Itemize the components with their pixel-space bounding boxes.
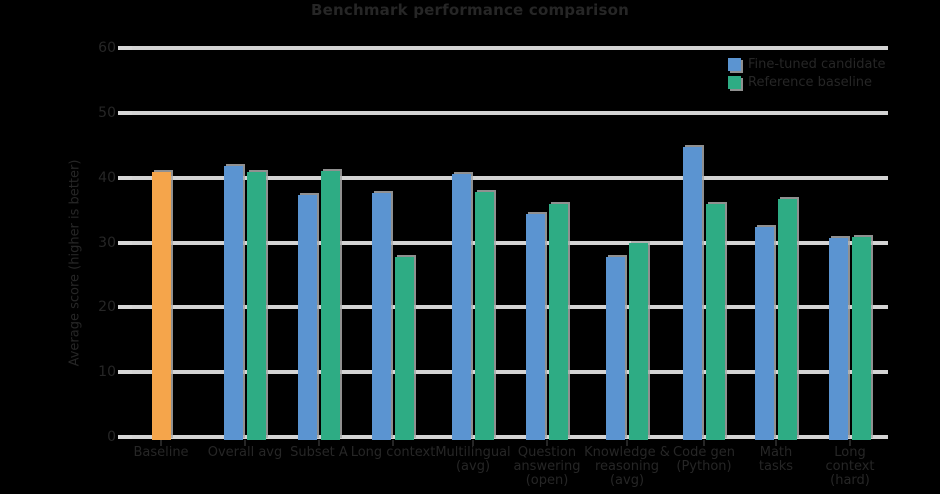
gridline [128, 46, 888, 51]
x-axis-tick [849, 440, 851, 446]
y-tick-label: 30 [98, 234, 116, 251]
bar-fine-tuned-candidate [224, 165, 243, 440]
x-tick-label: Knowledge & reasoning (avg) [584, 445, 670, 488]
bar-reference-baseline [852, 237, 871, 440]
bar-baseline [151, 172, 171, 440]
bar-reference-baseline [475, 192, 494, 440]
bar-reference-baseline [778, 198, 797, 440]
bar-reference-baseline [321, 171, 340, 440]
legend-label-green: Reference baseline [748, 75, 873, 90]
bar-fine-tuned-candidate [755, 226, 774, 440]
x-tick-label: Overall avg [207, 445, 283, 460]
y-axis-tick [118, 46, 132, 51]
legend: Fine-tuned candidate Reference baseline [728, 57, 886, 90]
gridline [128, 175, 888, 180]
x-axis-tick [775, 440, 777, 446]
x-tick-label: Long context (hard) [825, 445, 875, 488]
x-tick-label: Question answering (open) [513, 445, 581, 488]
y-tick-label: 50 [98, 105, 116, 121]
bar-reference-baseline [395, 256, 414, 440]
gridline [128, 305, 888, 310]
bar-reference-baseline [247, 171, 266, 440]
bar-fine-tuned-candidate [372, 193, 391, 440]
x-axis-tick [160, 440, 162, 446]
chart-title: Benchmark performance comparison [311, 1, 629, 19]
bar-fine-tuned-candidate [683, 147, 702, 440]
legend-swatch-green-icon [728, 76, 741, 89]
x-tick-label: Code gen (Python) [673, 445, 735, 474]
x-axis-tick [472, 440, 474, 446]
x-axis-tick [244, 440, 246, 446]
legend-label-blue: Fine-tuned candidate [748, 57, 886, 72]
bar-fine-tuned-candidate [452, 174, 471, 440]
x-tick-label: Subset A [290, 445, 348, 460]
y-tick-label: 10 [98, 364, 116, 381]
bar-reference-baseline [706, 204, 725, 440]
y-axis-tick [118, 240, 132, 245]
gridline [128, 111, 888, 115]
x-tick-label: Math tasks [758, 445, 794, 474]
x-axis-tick [626, 440, 628, 446]
y-axis-tick [118, 370, 132, 375]
y-axis-tick [118, 305, 132, 310]
legend-item-green: Reference baseline [728, 75, 886, 90]
y-tick-label: 60 [98, 40, 116, 57]
bar-fine-tuned-candidate [606, 257, 625, 440]
y-axis-title: Average score (higher is better) [67, 159, 83, 367]
y-tick-label: 40 [98, 169, 116, 186]
x-axis-tick [546, 440, 548, 446]
y-tick-label: 20 [98, 299, 116, 316]
x-axis-tick [392, 440, 394, 446]
bar-fine-tuned-candidate [829, 237, 848, 440]
y-tick-label: 0 [107, 429, 116, 445]
bar-reference-baseline [549, 204, 568, 440]
x-tick-label: Long context [350, 445, 436, 460]
x-tick-label: Multilingual (avg) [435, 445, 511, 474]
bar-fine-tuned-candidate [298, 195, 317, 440]
y-axis-tick [118, 175, 132, 180]
x-axis-tick [703, 440, 705, 446]
bar-fine-tuned-candidate [526, 214, 545, 440]
legend-swatch-blue-icon [728, 58, 741, 71]
gridline [128, 370, 888, 375]
bar-reference-baseline [629, 243, 648, 440]
x-tick-label: Baseline [133, 445, 189, 460]
x-axis-tick [318, 440, 320, 446]
gridline [128, 240, 888, 245]
legend-item-blue: Fine-tuned candidate [728, 57, 886, 72]
y-axis-tick [118, 111, 132, 115]
gridline [128, 435, 888, 439]
y-axis-tick [118, 435, 132, 439]
